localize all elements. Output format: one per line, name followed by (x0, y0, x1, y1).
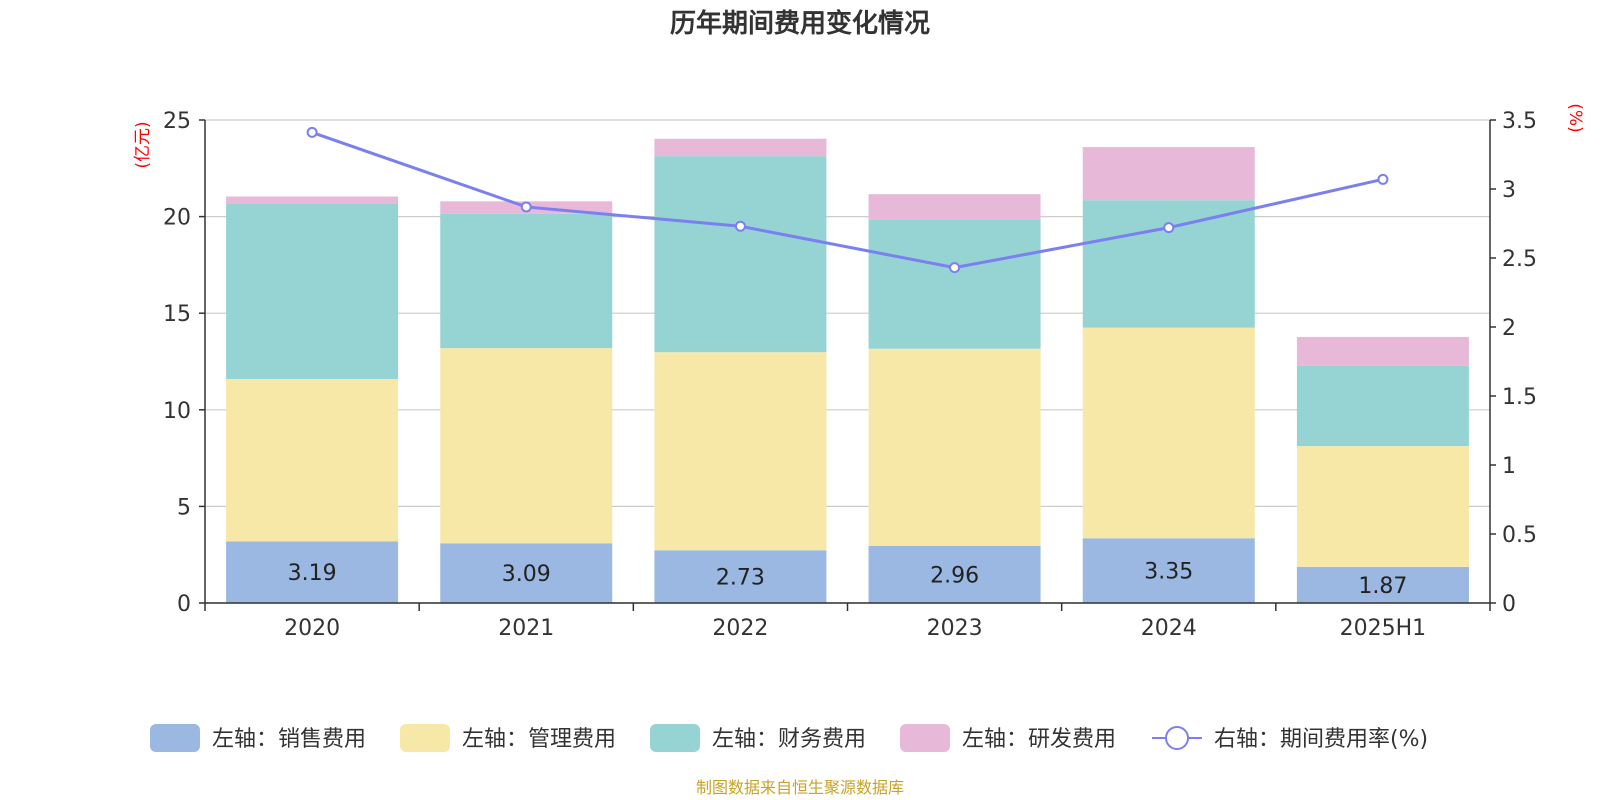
data-label: 1.87 (1358, 574, 1407, 599)
legend-swatch (650, 724, 700, 752)
bar-segment (1296, 446, 1469, 567)
legend: 左轴：销售费用 左轴：管理费用 左轴：财务费用 左轴：研发费用 右轴：期间费用率(%) (150, 724, 1428, 752)
right-axis-unit: (%) (1565, 103, 1585, 132)
x-tick-label: 2021 (498, 616, 554, 641)
bar-segment (1296, 336, 1469, 366)
x-tick-label: 2025H1 (1340, 616, 1427, 641)
bar-segment (1082, 327, 1255, 539)
left-tick-label: 0 (177, 592, 191, 617)
rate-point (1163, 222, 1175, 234)
bar-segment (226, 379, 399, 542)
bar-segment (654, 138, 827, 157)
data-label: 3.19 (288, 561, 337, 586)
bar-segment (868, 219, 1041, 349)
legend-swatch (900, 724, 950, 752)
bars: 3.19 3.09 2.73 2.96 3.35 1.87 (226, 138, 1469, 603)
right-tick-label: 2.5 (1502, 247, 1537, 272)
legend-swatch (400, 724, 450, 752)
x-tick-label: 2024 (1141, 616, 1197, 641)
right-tick-label: 1.5 (1502, 385, 1537, 410)
legend-marker (1165, 726, 1189, 750)
rate-point (1377, 173, 1389, 185)
axes: 0 5 10 15 20 25 0 0.5 1 1.5 2 2.5 3 3.5 2020 2021 2022 20… (163, 109, 1537, 641)
bar-segment (654, 550, 827, 603)
right-tick-label: 0.5 (1502, 523, 1537, 548)
right-tick-label: 3 (1502, 178, 1516, 203)
rate-point (306, 126, 318, 138)
left-tick-label: 25 (163, 109, 191, 134)
bar-segment (868, 545, 1041, 603)
bar-segment (1082, 200, 1255, 328)
bar-segment (868, 348, 1041, 546)
x-tick-label: 2022 (712, 616, 768, 641)
left-axis-unit: (亿元) (133, 121, 153, 168)
bar-segment (1082, 538, 1255, 603)
legend-swatch (150, 724, 200, 752)
bar-segment (1082, 147, 1255, 201)
data-label: 2.96 (930, 563, 979, 588)
legend-label: 左轴：销售费用 (212, 727, 366, 752)
bar-segment (440, 543, 613, 603)
bar-segment (654, 156, 827, 353)
legend-label: 左轴：研发费用 (962, 727, 1116, 752)
bar-segment (1296, 566, 1469, 603)
rate-line (306, 126, 1389, 274)
left-tick-label: 20 (163, 206, 191, 231)
rate-point (520, 201, 532, 213)
data-label: 3.09 (502, 562, 551, 587)
bar-segment (1296, 365, 1469, 447)
data-label: 2.73 (716, 566, 765, 591)
bar-segment (868, 194, 1041, 220)
right-tick-label: 3.5 (1502, 109, 1537, 134)
x-tick-label: 2020 (284, 616, 340, 641)
x-tick-label: 2023 (927, 616, 983, 641)
left-tick-label: 15 (163, 302, 191, 327)
legend-label: 左轴：财务费用 (712, 727, 866, 752)
bar-segment (654, 352, 827, 551)
legend-label: 左轴：管理费用 (462, 727, 616, 752)
source-note: 制图数据来自恒生聚源数据库 (696, 778, 904, 797)
rate-point (949, 262, 961, 274)
bar-segment (226, 541, 399, 603)
right-tick-label: 1 (1502, 454, 1516, 479)
bar-segment (226, 203, 399, 380)
rate-line-path (311, 131, 1384, 270)
rate-point (734, 220, 746, 232)
right-tick-label: 2 (1502, 316, 1516, 341)
legend-label: 右轴：期间费用率(%) (1214, 727, 1428, 752)
bar-segment (440, 348, 613, 544)
bar-segment (226, 196, 399, 204)
bar-segment (440, 213, 613, 349)
chart-title: 历年期间费用变化情况 (670, 8, 930, 39)
left-tick-label: 5 (177, 495, 191, 520)
data-label: 3.35 (1144, 560, 1193, 585)
left-tick-label: 10 (163, 399, 191, 424)
right-tick-label: 0 (1502, 592, 1516, 617)
